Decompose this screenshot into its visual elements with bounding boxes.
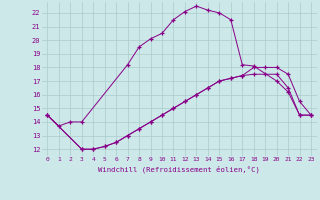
X-axis label: Windchill (Refroidissement éolien,°C): Windchill (Refroidissement éolien,°C) (98, 165, 260, 173)
